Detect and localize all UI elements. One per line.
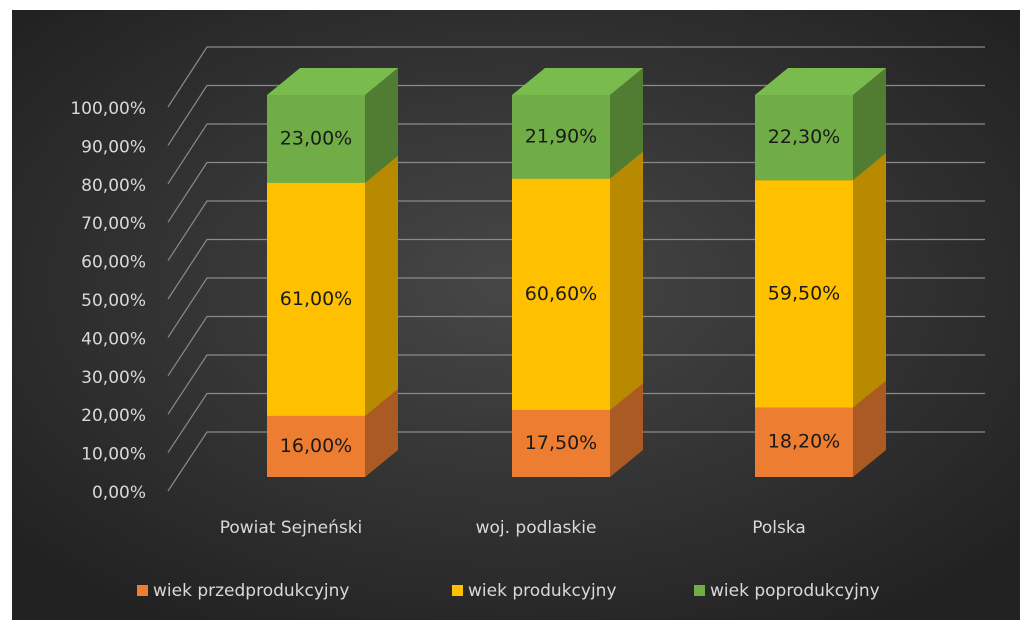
bar-side xyxy=(853,380,886,477)
bar-side xyxy=(610,68,643,179)
x-tick-label: Powiat Sejneński xyxy=(220,518,363,538)
data-label: 18,20% xyxy=(768,431,840,453)
grid-line xyxy=(167,277,985,338)
bar-front xyxy=(755,95,853,181)
y-tick-label: 0,00% xyxy=(92,483,146,503)
y-tick-label: 60,00% xyxy=(81,253,146,273)
y-tick-label: 80,00% xyxy=(81,176,146,196)
bar-side xyxy=(365,388,398,477)
data-label: 16,00% xyxy=(280,435,352,457)
y-tick-label: 20,00% xyxy=(81,406,146,426)
legend-label: wiek produkcyjny xyxy=(468,581,617,601)
bar-side xyxy=(365,155,398,416)
legend-swatch xyxy=(694,585,705,596)
legend-label: wiek poprodukcyjny xyxy=(710,581,880,601)
y-tick-label: 30,00% xyxy=(81,368,146,388)
legend-label: wiek przedprodukcyjny xyxy=(153,581,349,601)
bar-front xyxy=(267,415,365,477)
bar-front xyxy=(267,95,365,183)
bar-side xyxy=(610,383,643,477)
bar-front xyxy=(267,182,365,416)
x-tick-label: woj. podlaskie xyxy=(476,518,597,538)
data-label: 61,00% xyxy=(280,288,352,310)
bar-top xyxy=(267,68,398,95)
bar-front xyxy=(755,407,853,477)
grid-line xyxy=(167,431,985,492)
legend-swatch xyxy=(452,585,463,596)
y-tick-label: 10,00% xyxy=(81,445,146,465)
y-tick-label: 50,00% xyxy=(81,291,146,311)
grid-line xyxy=(167,200,985,261)
data-label: 23,00% xyxy=(280,127,352,149)
bar-front xyxy=(512,410,610,477)
y-tick-label: 40,00% xyxy=(81,329,146,349)
y-tick-label: 100,00% xyxy=(70,99,146,119)
grid-line xyxy=(167,238,985,300)
grid-line xyxy=(167,354,985,415)
data-label: 17,50% xyxy=(525,432,597,454)
grid-line xyxy=(167,161,985,223)
bar-front xyxy=(755,180,853,408)
bar-side xyxy=(853,68,886,181)
bar-side xyxy=(365,68,398,183)
bar-top xyxy=(512,68,643,95)
grid-line xyxy=(167,392,985,453)
y-tick-label: 70,00% xyxy=(81,214,146,234)
bar-side xyxy=(853,153,886,408)
bar-front xyxy=(512,178,610,411)
grid-line xyxy=(167,84,985,146)
grid-line xyxy=(167,315,985,377)
y-tick-label: 90,00% xyxy=(81,137,146,157)
data-label: 21,90% xyxy=(525,125,597,147)
legend-swatch xyxy=(137,585,148,596)
grid-line xyxy=(167,46,985,108)
bar-front xyxy=(512,95,610,179)
grid-line xyxy=(167,123,985,185)
data-label: 22,30% xyxy=(768,126,840,148)
data-label: 59,50% xyxy=(768,282,840,304)
x-tick-label: Polska xyxy=(752,518,806,538)
bar-top xyxy=(755,68,886,95)
bar-side xyxy=(610,151,643,411)
data-label: 60,60% xyxy=(525,283,597,305)
